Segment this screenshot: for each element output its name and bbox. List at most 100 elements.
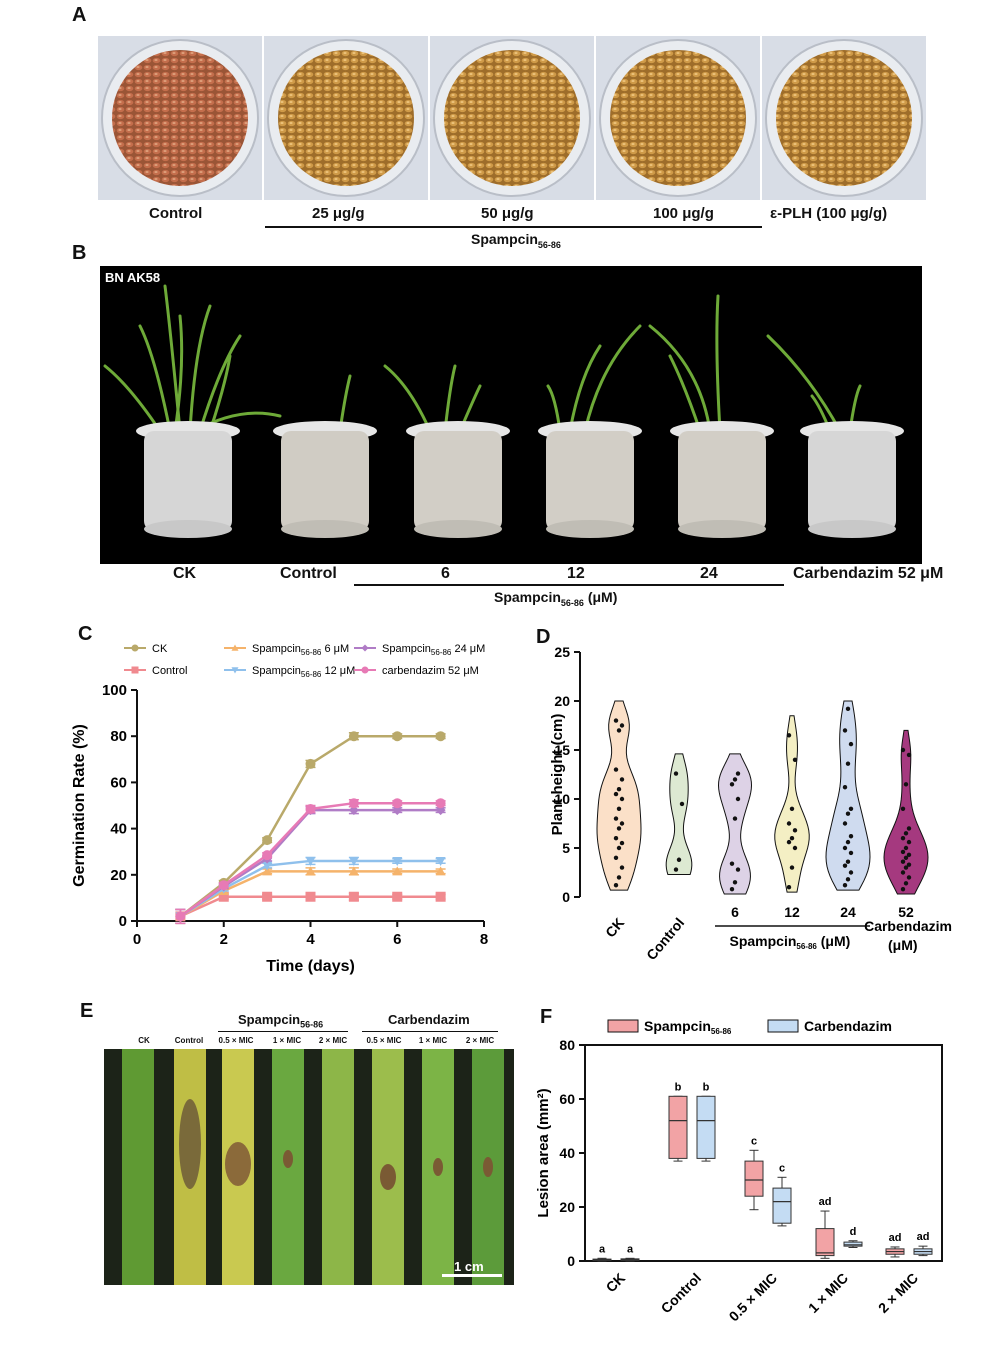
violin-point — [616, 826, 622, 831]
leaf-lesion-image — [122, 1049, 504, 1285]
x-tick-label: 0.5 × MIC — [726, 1270, 781, 1325]
scale-bar-label: 1 cm — [454, 1259, 484, 1274]
significance-letter: b — [703, 1081, 710, 1093]
legend-label: Spampcin56-86 6 μM — [252, 643, 349, 657]
seedling-pots-image — [103, 284, 904, 538]
petri-dish-50 — [430, 36, 594, 200]
violin-point — [789, 836, 795, 841]
plot-frame — [584, 1044, 943, 1262]
data-point — [348, 731, 359, 742]
group-label: Spampcin56-86 (μM) — [730, 933, 851, 951]
violin-shape — [883, 729, 929, 895]
violin-point — [842, 821, 848, 826]
violin-point — [848, 850, 854, 856]
data-point — [392, 856, 403, 866]
violin-point — [619, 777, 625, 782]
leaf-label: CK — [138, 1036, 150, 1045]
violin-point — [619, 821, 625, 826]
panel-label-a: A — [72, 4, 87, 26]
x-tick-label: CK — [602, 1270, 628, 1296]
violin-point — [676, 857, 682, 862]
violin-shape — [665, 753, 693, 875]
violin-point — [848, 806, 854, 811]
violin-point — [848, 870, 854, 875]
x-tick-label: 24 — [840, 904, 856, 920]
petri-dish-eplh — [762, 36, 926, 200]
data-point — [305, 803, 316, 814]
violin — [774, 715, 810, 893]
seed-petri-image — [98, 36, 926, 200]
panel-label-b: B — [72, 242, 87, 264]
violin-point — [735, 771, 741, 776]
x-tick-label: Control — [658, 1270, 705, 1317]
legend-swatch — [767, 1019, 799, 1033]
violin-point — [613, 816, 619, 821]
box: a — [592, 1243, 612, 1262]
violin-point — [789, 806, 795, 811]
y-tick-label: 25 — [554, 644, 570, 660]
significance-letter: a — [599, 1243, 606, 1255]
violin-point — [845, 761, 851, 766]
box: d — [843, 1226, 863, 1248]
panel-label-d: D — [536, 626, 551, 648]
violin-point — [906, 839, 912, 845]
significance-letter: b — [675, 1081, 682, 1093]
x-tick-label: CK — [602, 915, 627, 941]
y-tick-label: 0 — [567, 1253, 575, 1269]
leaf-label: 0.5 × MIC — [218, 1036, 254, 1045]
leaves-e — [122, 1049, 504, 1285]
data-point — [392, 805, 403, 816]
leaf-label: 1 × MIC — [272, 1036, 302, 1045]
y-tick-label: 20 — [110, 867, 127, 884]
legend-swatch — [607, 1019, 639, 1033]
violin-point — [848, 741, 854, 747]
violin-point — [845, 706, 851, 712]
label-a-eplh: ε-PLH (100 μg/g) — [770, 205, 888, 222]
x-tick-label: 8 — [480, 931, 488, 948]
data-point — [392, 866, 403, 876]
scale-bar — [442, 1274, 502, 1277]
violin-shape — [774, 715, 810, 893]
violin-point — [792, 845, 798, 851]
significance-letter: c — [779, 1162, 785, 1174]
violin — [717, 753, 753, 895]
violin-point — [732, 777, 738, 782]
plant-height-violin-chart: 0 5 10 15 20 25 Plant height (cm) CK Control 6 12 2… — [549, 644, 952, 963]
y-tick-label: 0 — [562, 889, 570, 905]
legend-marker — [231, 644, 239, 651]
legend-item: carbendazim 52 μM — [354, 665, 479, 677]
x-axis-title: Time (days) — [266, 958, 355, 975]
legend-marker — [131, 644, 139, 652]
violin-point — [906, 826, 912, 831]
leaf-label: 0.5 × MIC — [366, 1036, 402, 1045]
x-tick-label: 1 × MIC — [805, 1270, 851, 1316]
label-b-control: Control — [280, 565, 337, 582]
x-tick-label: Control — [643, 915, 687, 963]
panel-label-c: C — [78, 623, 93, 645]
label-a-25: 25 μg/g — [312, 205, 365, 222]
violin-point — [900, 886, 906, 892]
violin-point — [842, 845, 848, 851]
violin-point — [679, 801, 685, 807]
violin-point — [842, 883, 848, 888]
violin-point — [906, 875, 912, 880]
violin-point — [903, 855, 909, 860]
seed-petri-photo — [98, 36, 926, 200]
box: ad — [815, 1196, 835, 1259]
violin-point — [900, 836, 906, 841]
violin-shape — [825, 700, 871, 891]
y-tick-label: 60 — [559, 1091, 575, 1107]
data-point — [262, 835, 273, 846]
extra-unit: (μM) — [888, 937, 918, 953]
data-point — [348, 856, 359, 866]
violin-point — [786, 885, 792, 890]
box-body — [744, 1160, 764, 1197]
violin-point — [845, 859, 851, 864]
data-point — [305, 891, 316, 902]
lesion-area-box-chart: Spampcin56-86 Carbendazim 0 20 40 60 80 Lesion … — [535, 1018, 943, 1325]
box-body — [772, 1187, 792, 1224]
violin-point — [900, 849, 906, 855]
violin-point — [613, 855, 619, 860]
violin-point — [616, 845, 622, 851]
data-point — [262, 861, 273, 871]
